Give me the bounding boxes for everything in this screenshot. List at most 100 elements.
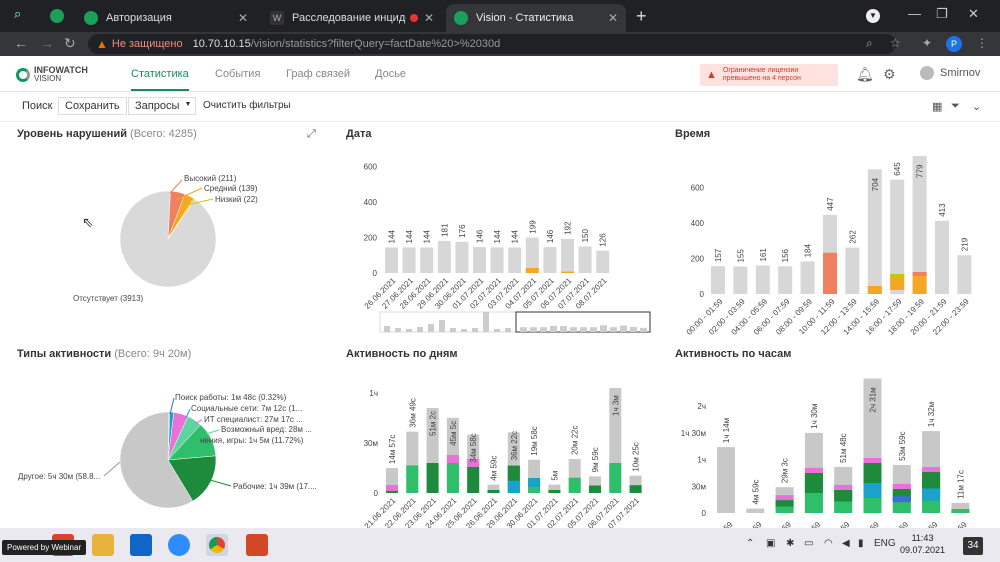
warning-triangle-icon: ▲: [706, 69, 717, 81]
bluetooth-icon[interactable]: ✱: [786, 538, 795, 549]
tab-vision-statistics[interactable]: Vision - Статистика ✕: [446, 4, 626, 32]
x-tick-label: 30.06.2021: [433, 276, 468, 311]
date-bar: [455, 241, 469, 273]
layout-grid-icon[interactable]: ▦: [932, 101, 943, 113]
tab-dossier[interactable]: Досье: [375, 68, 407, 80]
network-icon[interactable]: ▭: [804, 538, 814, 549]
hour-bar-segment: [892, 488, 911, 501]
hour-bar-segment: [834, 489, 853, 502]
notification-count-badge[interactable]: 34: [963, 537, 983, 555]
mini-bar: [590, 327, 597, 332]
bar-value-label: 29м 3с: [781, 458, 790, 483]
extensions-puzzle-icon[interactable]: ✦: [922, 36, 933, 50]
outlook-icon[interactable]: [130, 534, 152, 556]
search-button[interactable]: Поиск: [22, 100, 53, 112]
bar-value-label: 1ч 32м: [927, 402, 936, 427]
back-arrow-icon[interactable]: ←: [14, 35, 28, 51]
reload-icon[interactable]: ↻: [64, 35, 76, 51]
day-bar-segment: [507, 480, 520, 493]
pie-slice: [167, 416, 201, 461]
close-icon[interactable]: ✕: [607, 11, 618, 25]
date-bar: [596, 250, 610, 273]
tab-link-graph[interactable]: Граф связей: [286, 68, 351, 80]
x-tick-label: 22:00 - 23:59: [931, 297, 971, 337]
powerpoint-icon[interactable]: [246, 534, 268, 556]
volume-icon[interactable]: ◀: [842, 538, 850, 549]
date-bar-highlight: [561, 271, 574, 273]
time-bar-highlight: [890, 274, 905, 278]
activity-types-total: (Всего: 9ч 20м): [114, 348, 192, 360]
tray-app-icon[interactable]: ▣: [766, 538, 776, 549]
profile-avatar[interactable]: P: [946, 36, 962, 52]
tab-authorization[interactable]: Авторизация ✕: [76, 4, 256, 32]
mini-bar: [428, 324, 434, 332]
tab-statistics[interactable]: Статистика: [131, 68, 189, 91]
bar-value-label: 1ч 3м: [611, 395, 620, 416]
close-icon[interactable]: ✕: [423, 11, 434, 25]
queries-dropdown[interactable]: Запросы ▼: [128, 97, 197, 115]
pie-label: нения, игры: 1ч 5м (11.72%): [200, 436, 304, 445]
time-bar: [845, 247, 860, 294]
bar-value-label: 176: [458, 224, 467, 238]
user-menu[interactable]: Smirnov: [920, 66, 980, 80]
x-tick-label: 01.07.2021: [451, 276, 486, 311]
battery-icon[interactable]: ▮: [858, 538, 864, 549]
bar-value-label: 19м 58с: [530, 426, 539, 456]
save-button[interactable]: Сохранить: [58, 97, 127, 115]
pie-label: Другое: 5ч 30м (58.8...: [18, 472, 100, 481]
day-bar: [467, 434, 480, 493]
hour-bar-segment: [834, 489, 853, 513]
mini-bar: [600, 325, 607, 332]
zoom-icon[interactable]: ⌕: [866, 36, 873, 50]
mini-bar: [630, 327, 637, 332]
pie-slice: [167, 412, 189, 461]
wifi-icon[interactable]: ◠: [824, 538, 833, 549]
forward-arrow-icon[interactable]: →: [40, 35, 54, 51]
hour-bar: [775, 487, 794, 513]
settings-gear-icon[interactable]: ⚙: [883, 66, 896, 82]
tray-chevron-icon[interactable]: ⌃: [746, 538, 755, 549]
expand-icon[interactable]: ⤢: [307, 128, 316, 140]
bar-value-label: 53м 59с: [898, 431, 907, 461]
bar-value-label: 144: [511, 230, 520, 244]
filter-funnel-icon[interactable]: ⏷: [951, 100, 960, 112]
time-bar: [800, 261, 815, 294]
pinned-tab-favicon[interactable]: [50, 9, 64, 23]
collapse-chevron-icon[interactable]: ⌄: [972, 101, 982, 113]
system-clock[interactable]: 11:43 09.07.2021: [900, 532, 945, 556]
violations-title: Уровень нарушений: [17, 128, 127, 140]
language-indicator[interactable]: ENG: [874, 538, 896, 549]
mini-bar: [520, 327, 527, 332]
bar-value-label: 126: [599, 233, 608, 247]
not-secure-label[interactable]: Не защищено: [111, 38, 183, 50]
leader-line: [169, 397, 175, 415]
x-tick-label: 30.06.2021: [505, 496, 540, 531]
tab-incident-investigation[interactable]: W Расследование инцидентов ✕: [262, 4, 442, 32]
tab-search-icon[interactable]: ⌕: [14, 6, 22, 21]
x-tick-label: 27.06.2021: [380, 276, 415, 311]
new-tab-plus-icon[interactable]: +: [636, 6, 647, 26]
day-bar-segment: [528, 478, 541, 488]
notifications-bell-icon[interactable]: 🔔︎: [856, 66, 874, 82]
bar-value-label: 150: [581, 228, 590, 242]
bar-value-label: 262: [848, 230, 857, 244]
y-tick-label: 1ч: [369, 389, 378, 398]
hour-bar: [834, 466, 853, 513]
chrome-icon[interactable]: [206, 534, 228, 556]
license-warning-badge[interactable]: ▲ Ограничение лицензии превышено на 4 пер…: [700, 64, 838, 86]
file-explorer-icon[interactable]: [92, 534, 114, 556]
mini-bar: [560, 326, 567, 332]
tab-events[interactable]: События: [215, 68, 261, 80]
infowatch-logo[interactable]: INFOWATCH VISION: [16, 66, 88, 83]
browser-menu-icon[interactable]: ⋮: [976, 36, 988, 50]
clear-filters-button[interactable]: Очистить фильтры: [203, 100, 291, 111]
url-field[interactable]: ▲ Не защищено 10.70.10.15/vision/statist…: [88, 34, 896, 54]
restore-icon[interactable]: ❐: [936, 6, 948, 21]
tab-list-chevron-icon[interactable]: ▼: [866, 9, 880, 23]
bar-value-label: 144: [493, 230, 502, 244]
bookmark-star-icon[interactable]: ☆: [890, 36, 901, 50]
minimize-icon[interactable]: —: [908, 6, 921, 21]
zoom-app-icon[interactable]: [168, 534, 190, 556]
close-window-icon[interactable]: ✕: [968, 6, 979, 21]
close-icon[interactable]: ✕: [237, 11, 248, 25]
